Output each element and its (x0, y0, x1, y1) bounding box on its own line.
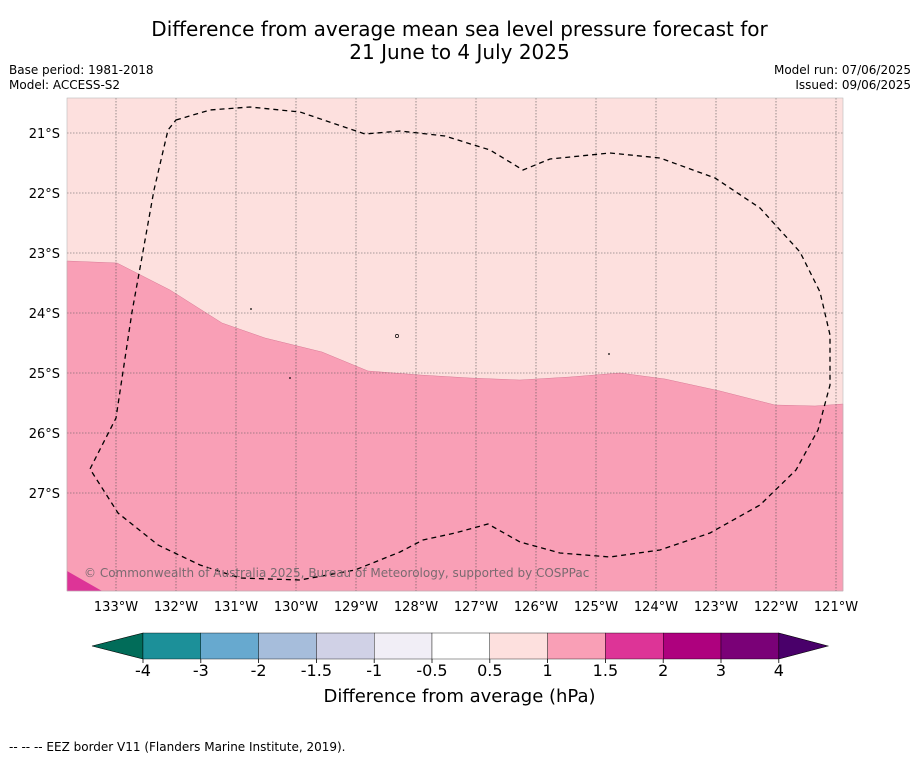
meta-left: Base period: 1981-2018 Model: ACCESS-S2 (9, 63, 154, 93)
lon-label: 129°W (334, 600, 378, 615)
zone-1p5-to-2 (67, 571, 102, 591)
title-line-2: 21 June to 4 July 2025 (349, 40, 570, 64)
colorbar-tick-label: -0.5 (416, 661, 447, 680)
colorbar-swatch (431, 632, 490, 660)
lat-label: 22°S (29, 187, 60, 202)
colorbar-extend-low (91, 632, 144, 660)
lat-label: 24°S (29, 307, 60, 322)
title-line-1: Difference from average mean sea level p… (151, 17, 768, 41)
base-period: Base period: 1981-2018 (9, 63, 154, 77)
meta-right: Model run: 07/06/2025 Issued: 09/06/2025 (774, 63, 911, 93)
colorbar-tick-label: 3 (716, 661, 726, 680)
colorbar-tick-label: -1.5 (301, 661, 332, 680)
lon-label: 130°W (274, 600, 318, 615)
colorbar-swatch (374, 632, 433, 660)
lon-label: 133°W (94, 600, 138, 615)
colorbar-label: Difference from average (hPa) (323, 686, 596, 707)
model-name: Model: ACCESS-S2 (9, 78, 121, 92)
colorbar-swatch (258, 632, 317, 660)
map-frame (66, 97, 844, 592)
lon-axis-labels: 133°W 132°W 131°W 130°W 129°W 128°W 127°… (94, 600, 858, 615)
lon-label: 128°W (394, 600, 438, 615)
colorbar-swatch (547, 632, 606, 660)
colorbar-swatch (720, 632, 779, 660)
lon-label: 124°W (634, 600, 678, 615)
lat-label: 21°S (29, 127, 60, 142)
lon-label: 132°W (154, 600, 198, 615)
colorbar-tick-label: -4 (135, 661, 151, 680)
colorbar: -4 -3 -2 -1.5 -1 -0.5 0.5 1 1.5 2 3 4 (91, 632, 830, 680)
colorbar-tick-label: 4 (774, 661, 784, 680)
lat-label: 23°S (29, 247, 60, 262)
lon-label: 126°W (514, 600, 558, 615)
colorbar-swatch (605, 632, 664, 660)
colorbar-tick-label: 1 (543, 661, 553, 680)
eez-footnote: -- -- -- EEZ border V11 (Flanders Marine… (9, 740, 346, 754)
lon-label: 131°W (214, 600, 258, 615)
issued-date: Issued: 09/06/2025 (795, 78, 911, 92)
colorbar-tick-label: 2 (658, 661, 668, 680)
zone-1-to-1p5 (66, 260, 844, 592)
lat-axis-labels: 21°S 22°S 23°S 24°S 25°S 26°S 27°S (29, 127, 60, 502)
colorbar-tick-label: 0.5 (477, 661, 502, 680)
graticule (67, 98, 843, 591)
lat-label: 27°S (29, 487, 60, 502)
colorbar-swatch (200, 632, 259, 660)
lon-label: 125°W (574, 600, 618, 615)
map-title: Difference from average mean sea level p… (0, 18, 919, 64)
colorbar-swatch (663, 632, 722, 660)
model-run: Model run: 07/06/2025 (773, 63, 911, 77)
colorbar-tick-label: 1.5 (593, 661, 618, 680)
colorbar-tick-label: -1 (366, 661, 382, 680)
copyright-text: © Commonwealth of Australia 2025, Bureau… (84, 566, 589, 580)
colorbar-swatch (142, 632, 201, 660)
small-islands (250, 308, 610, 379)
lat-label: 26°S (29, 427, 60, 442)
eez-border (89, 106, 831, 581)
colorbar-tick-label: -3 (193, 661, 209, 680)
colorbar-swatch (489, 632, 548, 660)
lon-label: 123°W (694, 600, 738, 615)
colorbar-tick-label: -2 (251, 661, 267, 680)
lon-label: 121°W (814, 600, 858, 615)
lon-label: 127°W (454, 600, 498, 615)
colorbar-swatch (316, 632, 375, 660)
map-area: © Commonwealth of Australia 2025, Bureau… (66, 97, 844, 592)
colorbar-extend-high (778, 632, 830, 660)
lat-label: 25°S (29, 367, 60, 382)
lon-label: 122°W (754, 600, 798, 615)
